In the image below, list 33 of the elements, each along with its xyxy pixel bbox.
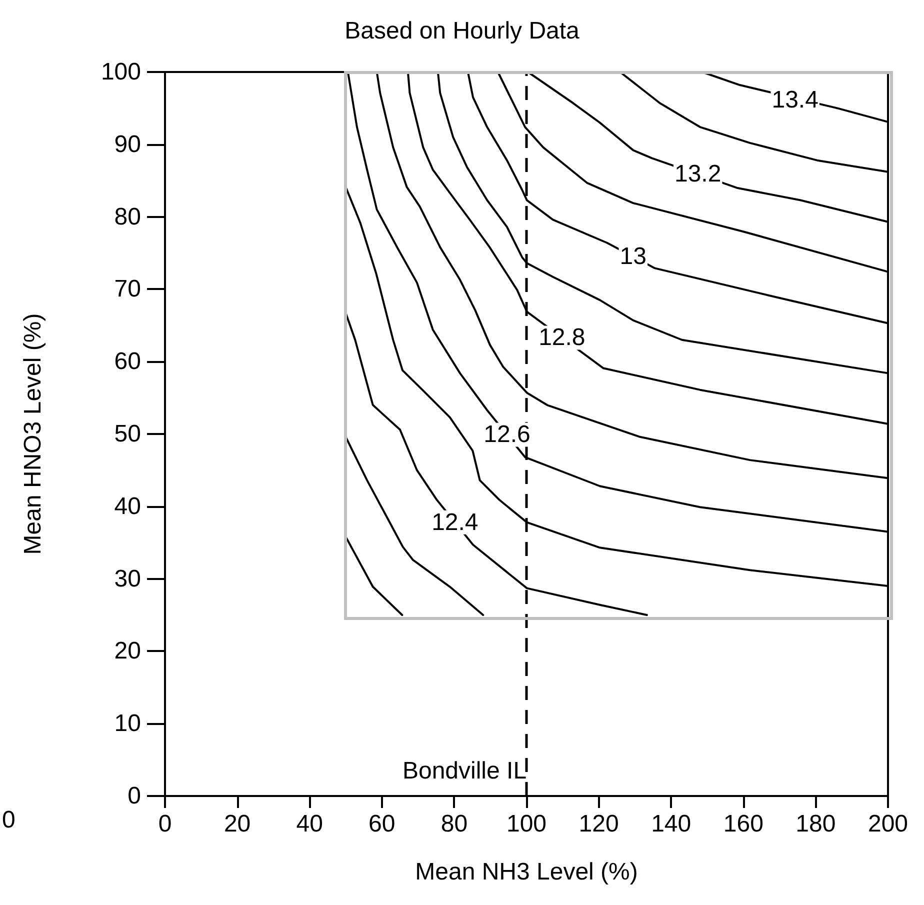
line-series [344, 436, 484, 616]
x-tick-label: 60 [368, 810, 396, 838]
x-tick-label: 140 [651, 810, 692, 838]
ref-line-label: Bondville IL [402, 758, 527, 784]
y-tick-label: 50 [114, 420, 141, 448]
y-tick-label: 20 [114, 638, 141, 665]
y-tick-label: 0 [128, 782, 141, 810]
x-tick-label: 160 [723, 810, 764, 838]
x-tick-label: 0 [158, 810, 172, 838]
annotation: 12.4 [432, 508, 478, 536]
y-tick-label: 30 [114, 565, 141, 592]
x-tick-label: 40 [296, 810, 323, 838]
annotation: 12.6 [484, 421, 530, 448]
x-tick-label: 100 [506, 810, 547, 838]
y-tick-label: 10 [114, 710, 141, 738]
chart-title: Based on Hourly Data [344, 18, 580, 44]
annotation: 12.8 [538, 324, 586, 352]
annotation: 13 [620, 243, 646, 270]
x-tick-label: 180 [796, 810, 836, 838]
annotation: 13.4 [772, 86, 818, 114]
y-tick-label: 40 [114, 492, 141, 520]
x-tick-label: 120 [578, 810, 619, 838]
x-axis-title: Mean NH3 Level (%) [415, 858, 638, 886]
x-tick-label: 20 [224, 810, 251, 838]
annotation: 13.2 [674, 160, 722, 188]
y-tick-label: 60 [114, 348, 141, 376]
y-tick-label: 100 [100, 58, 141, 86]
y-tick-label: 80 [114, 203, 141, 230]
x-tick-label: 80 [440, 810, 468, 838]
x-tick-label: 200 [868, 810, 908, 838]
y-tick-label: 90 [114, 130, 141, 158]
y-tick-label: 70 [114, 276, 141, 303]
y-axis-title: Mean HNO3 Level (%) [20, 313, 46, 555]
